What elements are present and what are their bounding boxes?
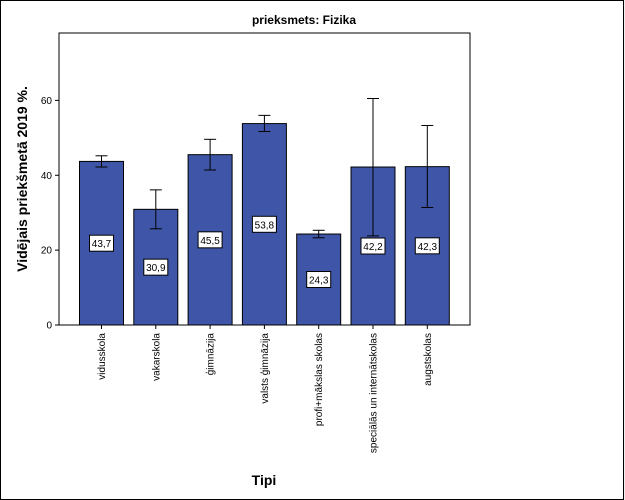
data-label: 45,5: [200, 236, 220, 247]
y-tick-label: 0: [46, 321, 52, 332]
data-label-box: [360, 237, 386, 255]
data-label: 53,8: [255, 220, 275, 231]
data-label: 42,3: [418, 242, 438, 253]
x-tick-label: augstskolas: [423, 333, 434, 386]
data-label: 24,3: [309, 276, 329, 287]
data-label-box: [306, 271, 332, 289]
data-label-box: [143, 258, 169, 276]
x-tick-label: profi+mākslas skolas: [314, 333, 325, 426]
y-tick-label: 20: [41, 246, 53, 257]
y-axis-title: Vidējais priekšmetā 2019 %.: [14, 86, 30, 272]
bars-layer: 43,7 30,9 45,5 53,8 24,3 42,2 42,3: [79, 98, 450, 326]
data-label-box: [89, 234, 114, 252]
x-tick-label: ģimnāzija: [204, 333, 217, 376]
chart-title: prieksmets: Fizika: [252, 13, 356, 27]
data-label: 42,2: [363, 242, 383, 253]
x-tick-label: vidusskola: [97, 333, 108, 380]
data-label-box: [251, 215, 277, 233]
y-tick-label: 40: [41, 171, 53, 182]
x-tick-label: vakarskola: [151, 333, 162, 381]
axis-layer: 0 20 40 60 vidusskola vakarskola ģimnāzija vals…: [41, 96, 434, 453]
data-label-box: [197, 231, 223, 249]
y-tick-label: 60: [41, 96, 53, 107]
data-label: 43,7: [92, 239, 112, 250]
data-label: 30,9: [146, 263, 166, 274]
x-tick-label: speciālās un internātskolas: [369, 333, 380, 453]
data-label-box: [414, 237, 440, 255]
x-axis-title: Tipi: [252, 472, 277, 488]
x-tick-label: valsts ģimnāzija: [258, 333, 271, 404]
